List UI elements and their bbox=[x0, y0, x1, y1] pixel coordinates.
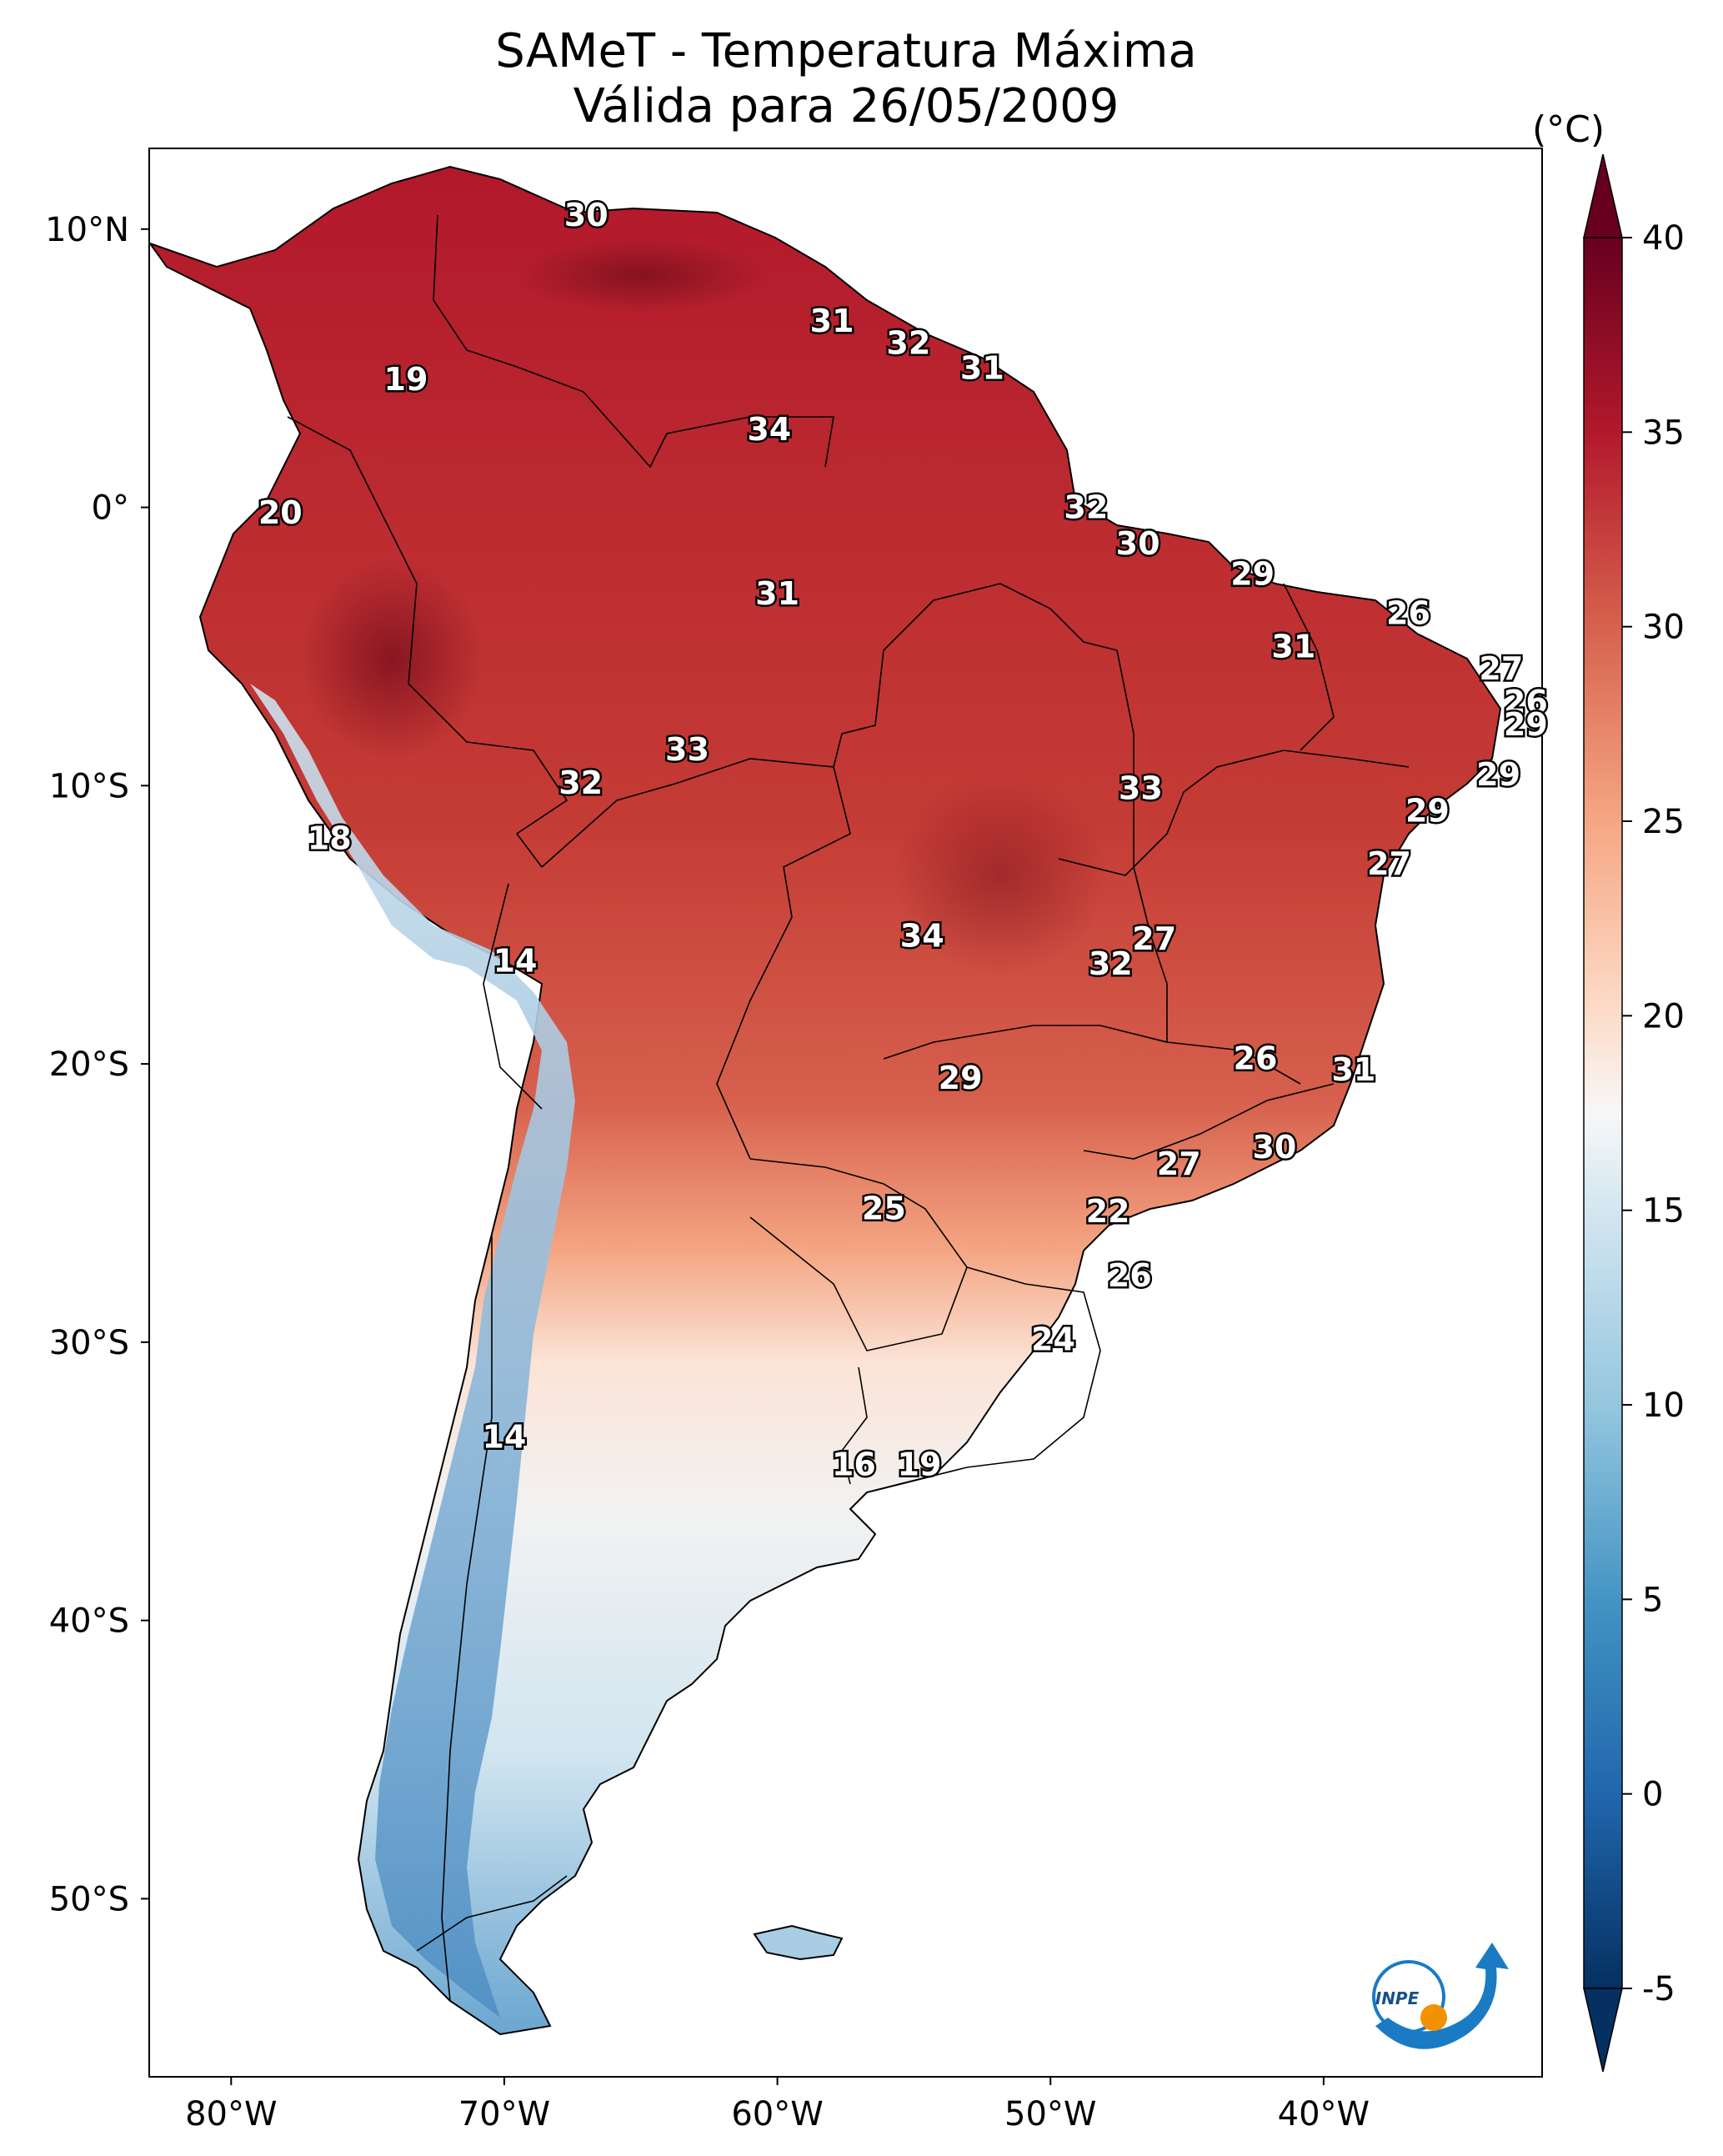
station-label: 32 bbox=[558, 765, 603, 801]
station-label: 31 bbox=[1331, 1051, 1375, 1088]
station-label: 29 bbox=[1405, 792, 1450, 829]
colorbar: 40 35 30 25 20 15 10 5 0 -5 bbox=[1583, 153, 1685, 2073]
station-label: 27 bbox=[1132, 920, 1176, 957]
station-label: 27 bbox=[1479, 650, 1523, 687]
colorbar-bottom-triangle bbox=[1583, 1988, 1623, 2073]
logo-orange-dot bbox=[1420, 2004, 1447, 2031]
station-label: 19 bbox=[898, 1447, 942, 1483]
station-label: 27 bbox=[1157, 1146, 1201, 1182]
lat-tick-label: 50°S bbox=[49, 1880, 129, 1918]
station-label: 30 bbox=[1252, 1129, 1296, 1166]
logo-text: INPE bbox=[1375, 1988, 1420, 2008]
lat-tick-label: 10°N bbox=[45, 211, 129, 249]
station-label: 29 bbox=[1504, 706, 1548, 743]
station-label: 26 bbox=[1234, 1040, 1278, 1076]
andes-cold-band bbox=[250, 684, 575, 2018]
lon-tick-label: 50°W bbox=[1004, 2095, 1096, 2133]
lat-tick-label: 0° bbox=[92, 489, 129, 528]
station-label: 25 bbox=[862, 1191, 906, 1227]
station-label: 31 bbox=[755, 575, 799, 612]
colorbar-tick-label: 20 bbox=[1642, 997, 1685, 1035]
station-label: 26 bbox=[1108, 1257, 1152, 1294]
station-label: 34 bbox=[747, 411, 791, 448]
colorbar-top-triangle bbox=[1583, 153, 1623, 238]
station-label: 20 bbox=[258, 494, 303, 531]
colorbar-tick-label: 0 bbox=[1642, 1776, 1663, 1814]
falkland-islands bbox=[753, 1924, 844, 1961]
station-label: 16 bbox=[832, 1447, 876, 1483]
hot-core-western-amazon bbox=[300, 559, 483, 759]
lon-tick-label: 60°W bbox=[731, 2095, 823, 2133]
station-label: 32 bbox=[886, 325, 930, 362]
colorbar-tick-label: 10 bbox=[1642, 1386, 1685, 1425]
station-label: 31 bbox=[810, 303, 854, 339]
station-label: 32 bbox=[1089, 945, 1133, 982]
hot-core-central-brazil bbox=[892, 775, 1109, 975]
colorbar-tick-label: 35 bbox=[1642, 414, 1685, 452]
lon-tick-label: 40°W bbox=[1278, 2095, 1370, 2133]
longitude-ticks: 80°W 70°W 60°W 50°W 40°W bbox=[185, 2077, 1370, 2133]
logo-arrow bbox=[1375, 1943, 1509, 2049]
colorbar-tick-label: 40 bbox=[1642, 219, 1685, 258]
station-label: 33 bbox=[665, 731, 709, 768]
inpe-logo: INPE bbox=[1372, 1943, 1509, 2049]
lat-tick-label: 20°S bbox=[49, 1045, 129, 1084]
station-label: 18 bbox=[308, 820, 352, 857]
colorbar-tick-label: 15 bbox=[1642, 1192, 1685, 1231]
country-borders bbox=[287, 214, 1410, 2002]
station-label: 24 bbox=[1031, 1321, 1075, 1358]
station-label: 31 bbox=[960, 350, 1004, 387]
map-subtitle: Válida para 26/05/2009 bbox=[573, 79, 1119, 133]
colorbar-unit-label: (°C) bbox=[1532, 108, 1605, 151]
station-label: 30 bbox=[564, 197, 609, 233]
colorbar-tick-label: 30 bbox=[1642, 609, 1685, 647]
latitude-ticks: 10°N 0° 10°S 20°S 30°S 40°S 50°S bbox=[45, 211, 149, 1918]
station-label: 29 bbox=[1230, 556, 1275, 593]
station-label: 31 bbox=[1271, 628, 1315, 664]
station-label: 27 bbox=[1367, 845, 1411, 882]
station-label: 19 bbox=[384, 361, 428, 398]
lon-tick-label: 70°W bbox=[458, 2095, 550, 2133]
station-label: 34 bbox=[900, 918, 944, 955]
hot-core-venezuela bbox=[517, 238, 767, 313]
station-label: 14 bbox=[482, 1418, 526, 1455]
lat-tick-label: 10°S bbox=[49, 767, 129, 805]
station-label: 26 bbox=[1504, 684, 1548, 720]
colorbar-body bbox=[1583, 237, 1623, 1989]
station-label: 14 bbox=[493, 943, 538, 980]
station-label: 22 bbox=[1086, 1193, 1130, 1230]
lat-tick-label: 40°S bbox=[49, 1602, 129, 1641]
colorbar-tick-label: -5 bbox=[1642, 1970, 1675, 2008]
station-label: 26 bbox=[1386, 594, 1430, 631]
station-label: 29 bbox=[1476, 756, 1520, 793]
lon-tick-label: 80°W bbox=[185, 2095, 277, 2133]
lat-tick-label: 30°S bbox=[49, 1324, 129, 1362]
station-label: 32 bbox=[1064, 489, 1108, 526]
station-label: 30 bbox=[1116, 525, 1160, 562]
map-title: SAMeT - Temperatura Máxima bbox=[495, 24, 1197, 78]
colorbar-tick-label: 5 bbox=[1642, 1581, 1663, 1619]
station-label: 29 bbox=[939, 1060, 983, 1096]
colorbar-ticks: 40 35 30 25 20 15 10 5 0 -5 bbox=[1622, 219, 1685, 2008]
station-label: 33 bbox=[1119, 770, 1163, 807]
colorbar-tick-label: 25 bbox=[1642, 803, 1685, 841]
